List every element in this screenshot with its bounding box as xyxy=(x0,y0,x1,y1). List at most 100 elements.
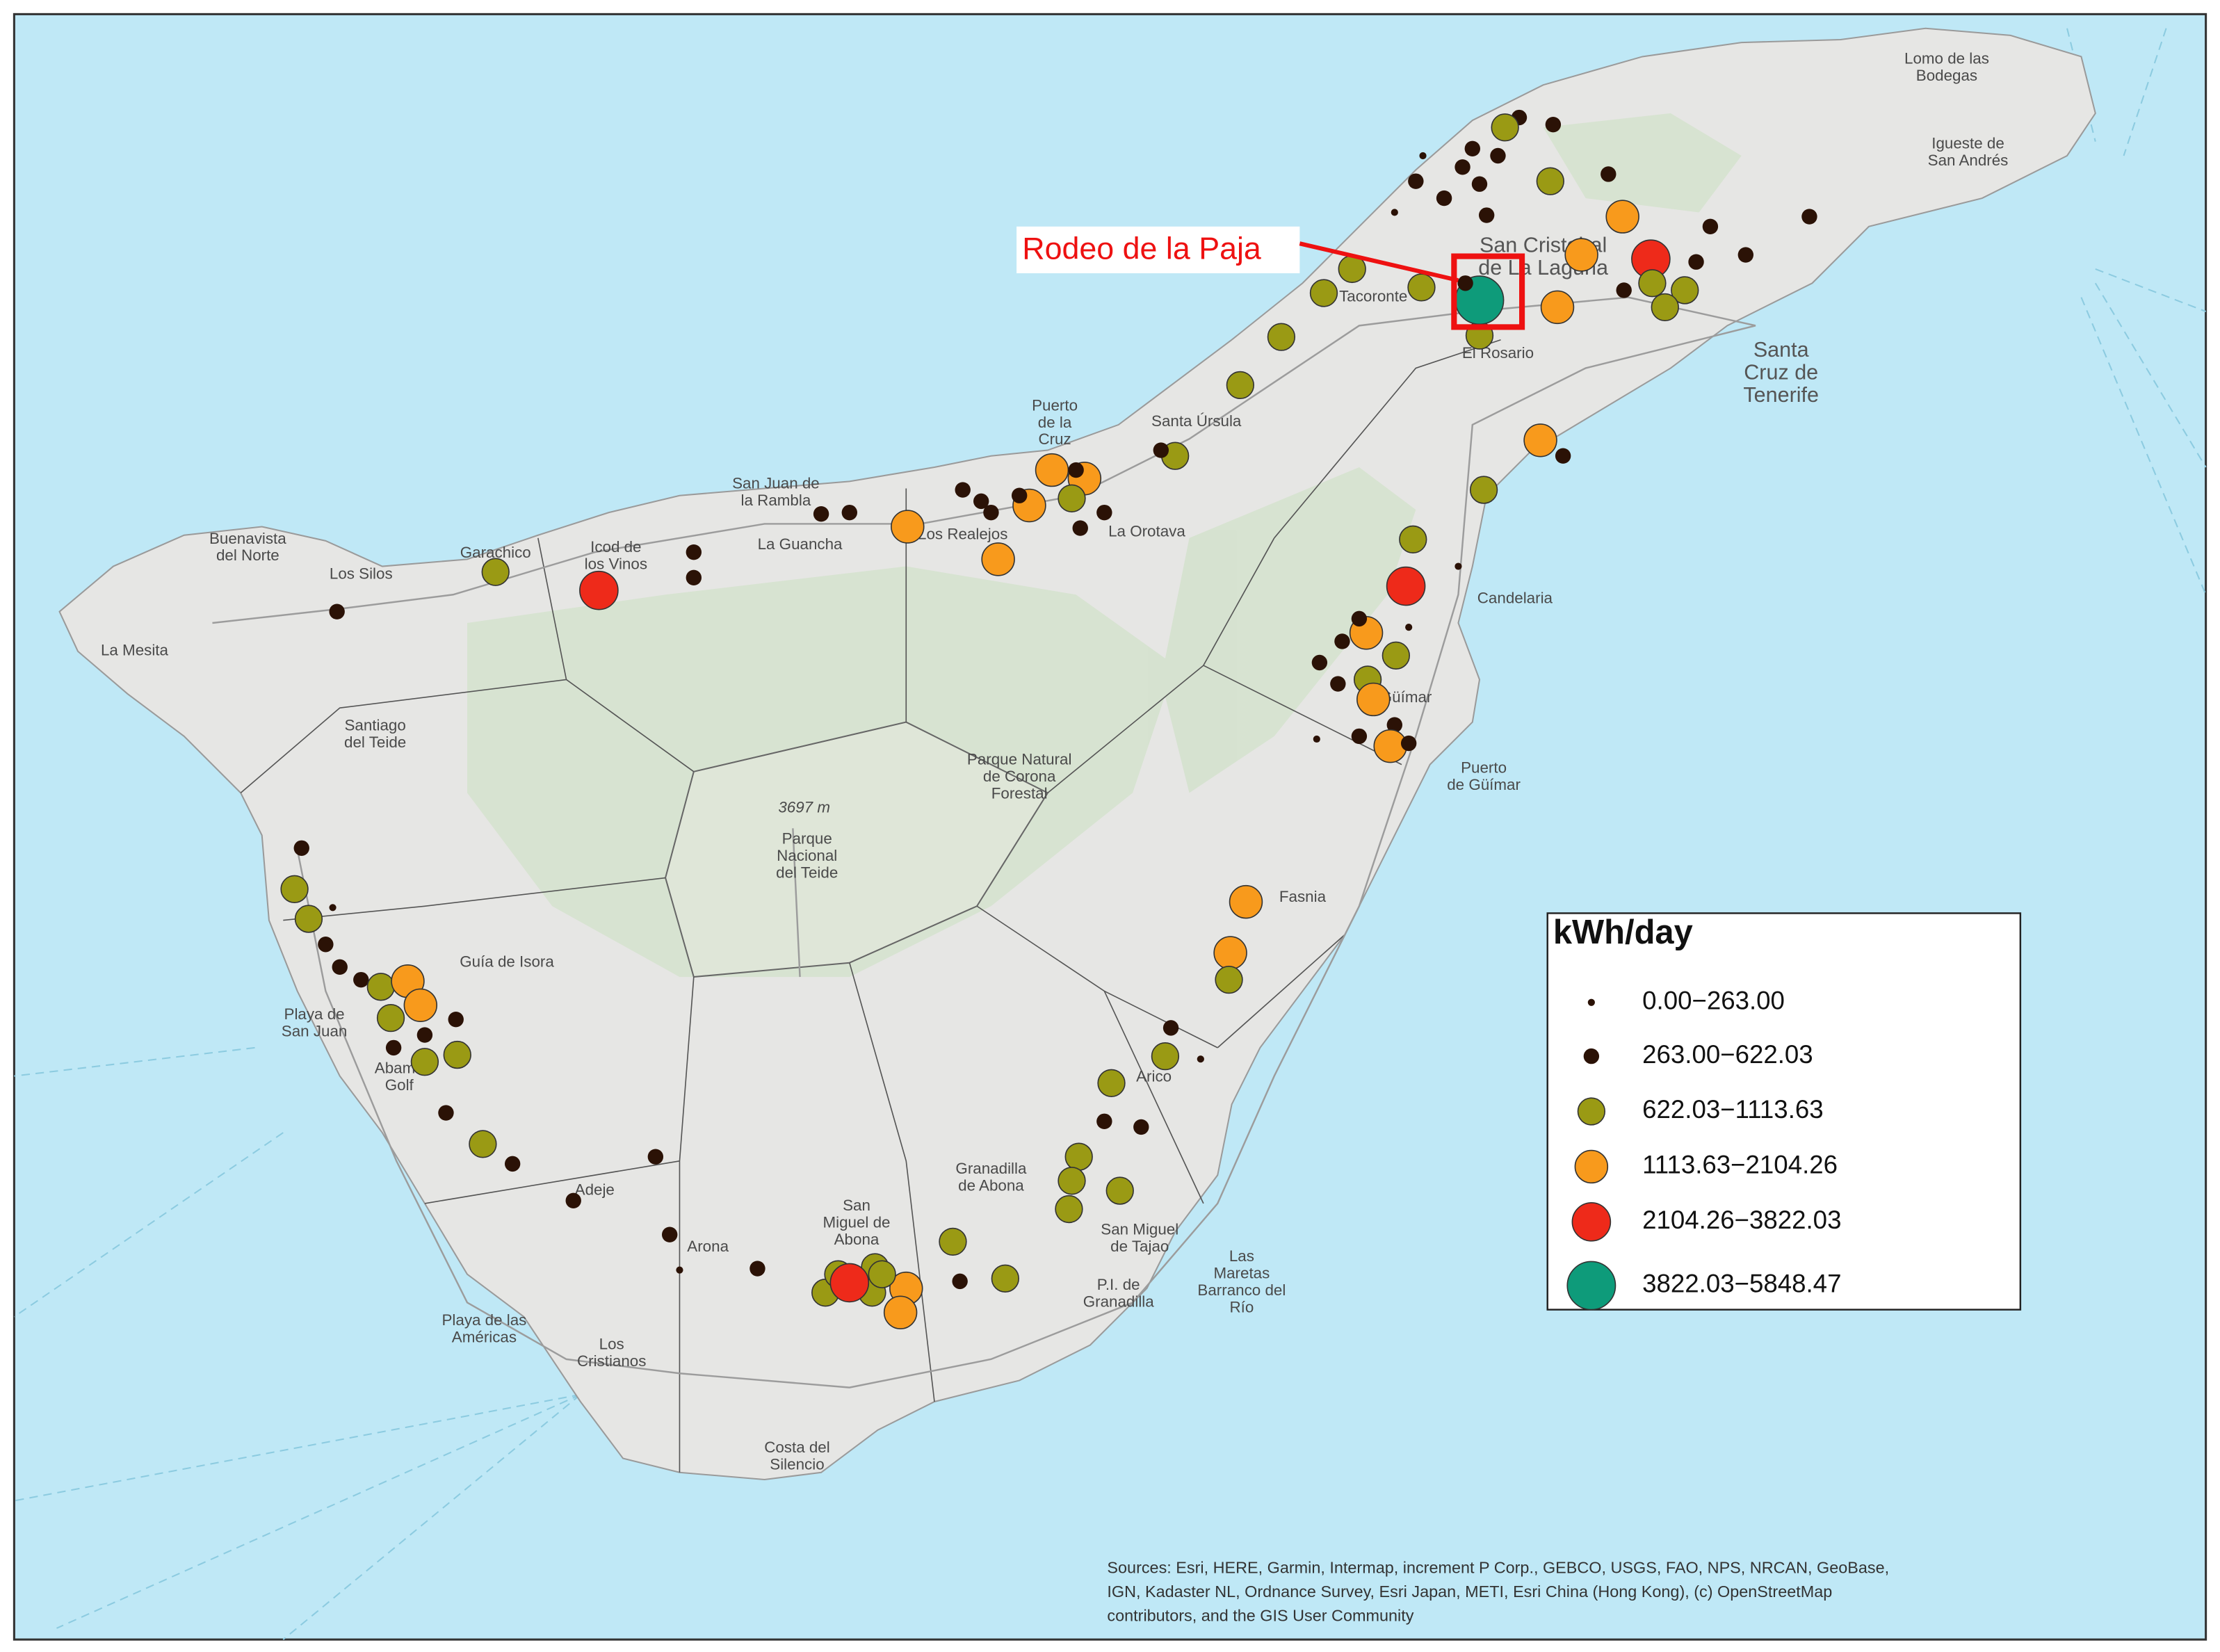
site-marker xyxy=(1469,476,1498,504)
site-marker xyxy=(1391,209,1398,216)
legend-label: 3822.03−5848.47 xyxy=(1642,1270,1841,1298)
site-marker xyxy=(1536,167,1564,195)
site-marker xyxy=(1616,282,1632,298)
place-label: Arico xyxy=(1136,1068,1172,1085)
place-label: Adeje xyxy=(575,1181,615,1198)
site-marker xyxy=(410,1048,439,1076)
annotation-arrow xyxy=(1299,241,1459,283)
site-marker xyxy=(1162,1020,1179,1036)
site-marker xyxy=(1555,448,1571,464)
site-marker xyxy=(1105,1176,1134,1205)
place-label: La Orotava xyxy=(1108,523,1185,540)
place-label: San Juan de xyxy=(732,474,820,492)
place-label: la Rambla xyxy=(741,492,811,509)
legend-marker xyxy=(1574,1149,1609,1184)
site-marker xyxy=(1400,735,1417,752)
site-marker xyxy=(1096,504,1112,521)
place-label: Los Silos xyxy=(330,565,393,583)
site-marker xyxy=(481,558,510,586)
site-marker xyxy=(443,1040,471,1069)
place-label: los Vinos xyxy=(585,555,647,572)
site-marker xyxy=(366,973,395,1001)
place-label: Américas xyxy=(452,1328,517,1345)
site-marker xyxy=(329,904,337,912)
site-marker xyxy=(1311,654,1328,671)
site-marker xyxy=(565,1192,581,1209)
place-label: Los xyxy=(599,1335,624,1352)
site-marker xyxy=(647,1149,664,1165)
site-marker xyxy=(318,937,334,953)
site-marker xyxy=(1405,624,1413,631)
site-marker xyxy=(332,959,348,975)
place-label: Parque Natural xyxy=(967,750,1072,768)
site-marker xyxy=(1671,276,1699,305)
site-markers xyxy=(280,109,1817,1329)
place-label: Abona xyxy=(834,1231,880,1248)
site-marker xyxy=(1153,442,1169,458)
place-label: Parque xyxy=(782,829,832,847)
legend-marker xyxy=(1583,1048,1600,1064)
legend-label: 263.00−622.03 xyxy=(1642,1040,1813,1069)
site-marker xyxy=(1068,462,1084,478)
site-marker xyxy=(1478,207,1495,223)
site-marker xyxy=(1455,159,1470,175)
site-marker xyxy=(939,1227,967,1256)
site-marker xyxy=(1801,209,1817,225)
site-marker xyxy=(403,988,438,1023)
place-label: Arona xyxy=(687,1238,729,1255)
place-label: de la xyxy=(1038,414,1072,431)
site-marker xyxy=(385,1039,402,1056)
place-label: Los Realejos xyxy=(918,526,1007,543)
place-label: 3697 m xyxy=(778,799,830,816)
legend-title: kWh/day xyxy=(1553,914,1693,951)
site-marker xyxy=(1386,566,1426,606)
site-marker xyxy=(1638,269,1667,298)
place-label: Fasnia xyxy=(1279,888,1327,905)
site-marker xyxy=(686,544,702,560)
sources-line: Sources: Esri, HERE, Garmin, Intermap, i… xyxy=(1107,1558,1889,1576)
site-marker xyxy=(973,493,989,510)
site-marker xyxy=(1386,717,1403,733)
site-marker xyxy=(1436,190,1452,206)
site-marker xyxy=(294,905,323,933)
place-label: Bodegas xyxy=(1916,67,1977,84)
place-label: de Güímar xyxy=(1447,776,1521,793)
site-marker xyxy=(469,1130,497,1158)
site-marker xyxy=(1564,238,1598,272)
place-label: San xyxy=(843,1197,870,1214)
legend-marker xyxy=(1566,1261,1617,1311)
site-marker xyxy=(1540,290,1575,325)
place-label: San Miguel xyxy=(1101,1221,1178,1238)
sources-line: IGN, Kadaster NL, Ordnance Survey, Esri … xyxy=(1107,1582,1832,1601)
site-marker xyxy=(1226,371,1255,400)
place-label: del Norte xyxy=(216,546,279,564)
site-marker xyxy=(1545,116,1562,133)
place-label: Río xyxy=(1229,1298,1254,1315)
site-marker xyxy=(1096,1113,1112,1129)
place-label: Puerto xyxy=(1461,759,1507,777)
annotation-backdrop xyxy=(1016,226,1300,274)
site-marker xyxy=(1309,279,1338,307)
site-marker xyxy=(1601,166,1617,182)
place-label: Granadilla xyxy=(1083,1293,1155,1310)
site-marker xyxy=(1064,1142,1093,1171)
legend-label: 0.00−263.00 xyxy=(1642,986,1785,1014)
site-marker xyxy=(1058,484,1086,512)
site-marker xyxy=(1267,323,1296,351)
site-marker xyxy=(1399,525,1427,554)
place-label: La Mesita xyxy=(101,642,169,659)
site-marker xyxy=(841,504,858,521)
site-marker xyxy=(1097,1069,1126,1097)
site-marker xyxy=(1457,275,1473,291)
sources: Sources: Esri, HERE, Garmin, Intermap, i… xyxy=(1107,1558,1889,1624)
municipal-boundaries xyxy=(240,339,1501,1473)
site-marker xyxy=(1464,140,1481,157)
place-label: Tenerife xyxy=(1743,383,1819,407)
place-label: Silencio xyxy=(770,1456,824,1473)
site-marker xyxy=(376,1003,405,1032)
place-label: Barranco del xyxy=(1197,1281,1286,1299)
site-marker xyxy=(676,1266,683,1274)
place-label: La Guancha xyxy=(758,535,843,553)
place-label: Cristianos xyxy=(577,1352,646,1370)
